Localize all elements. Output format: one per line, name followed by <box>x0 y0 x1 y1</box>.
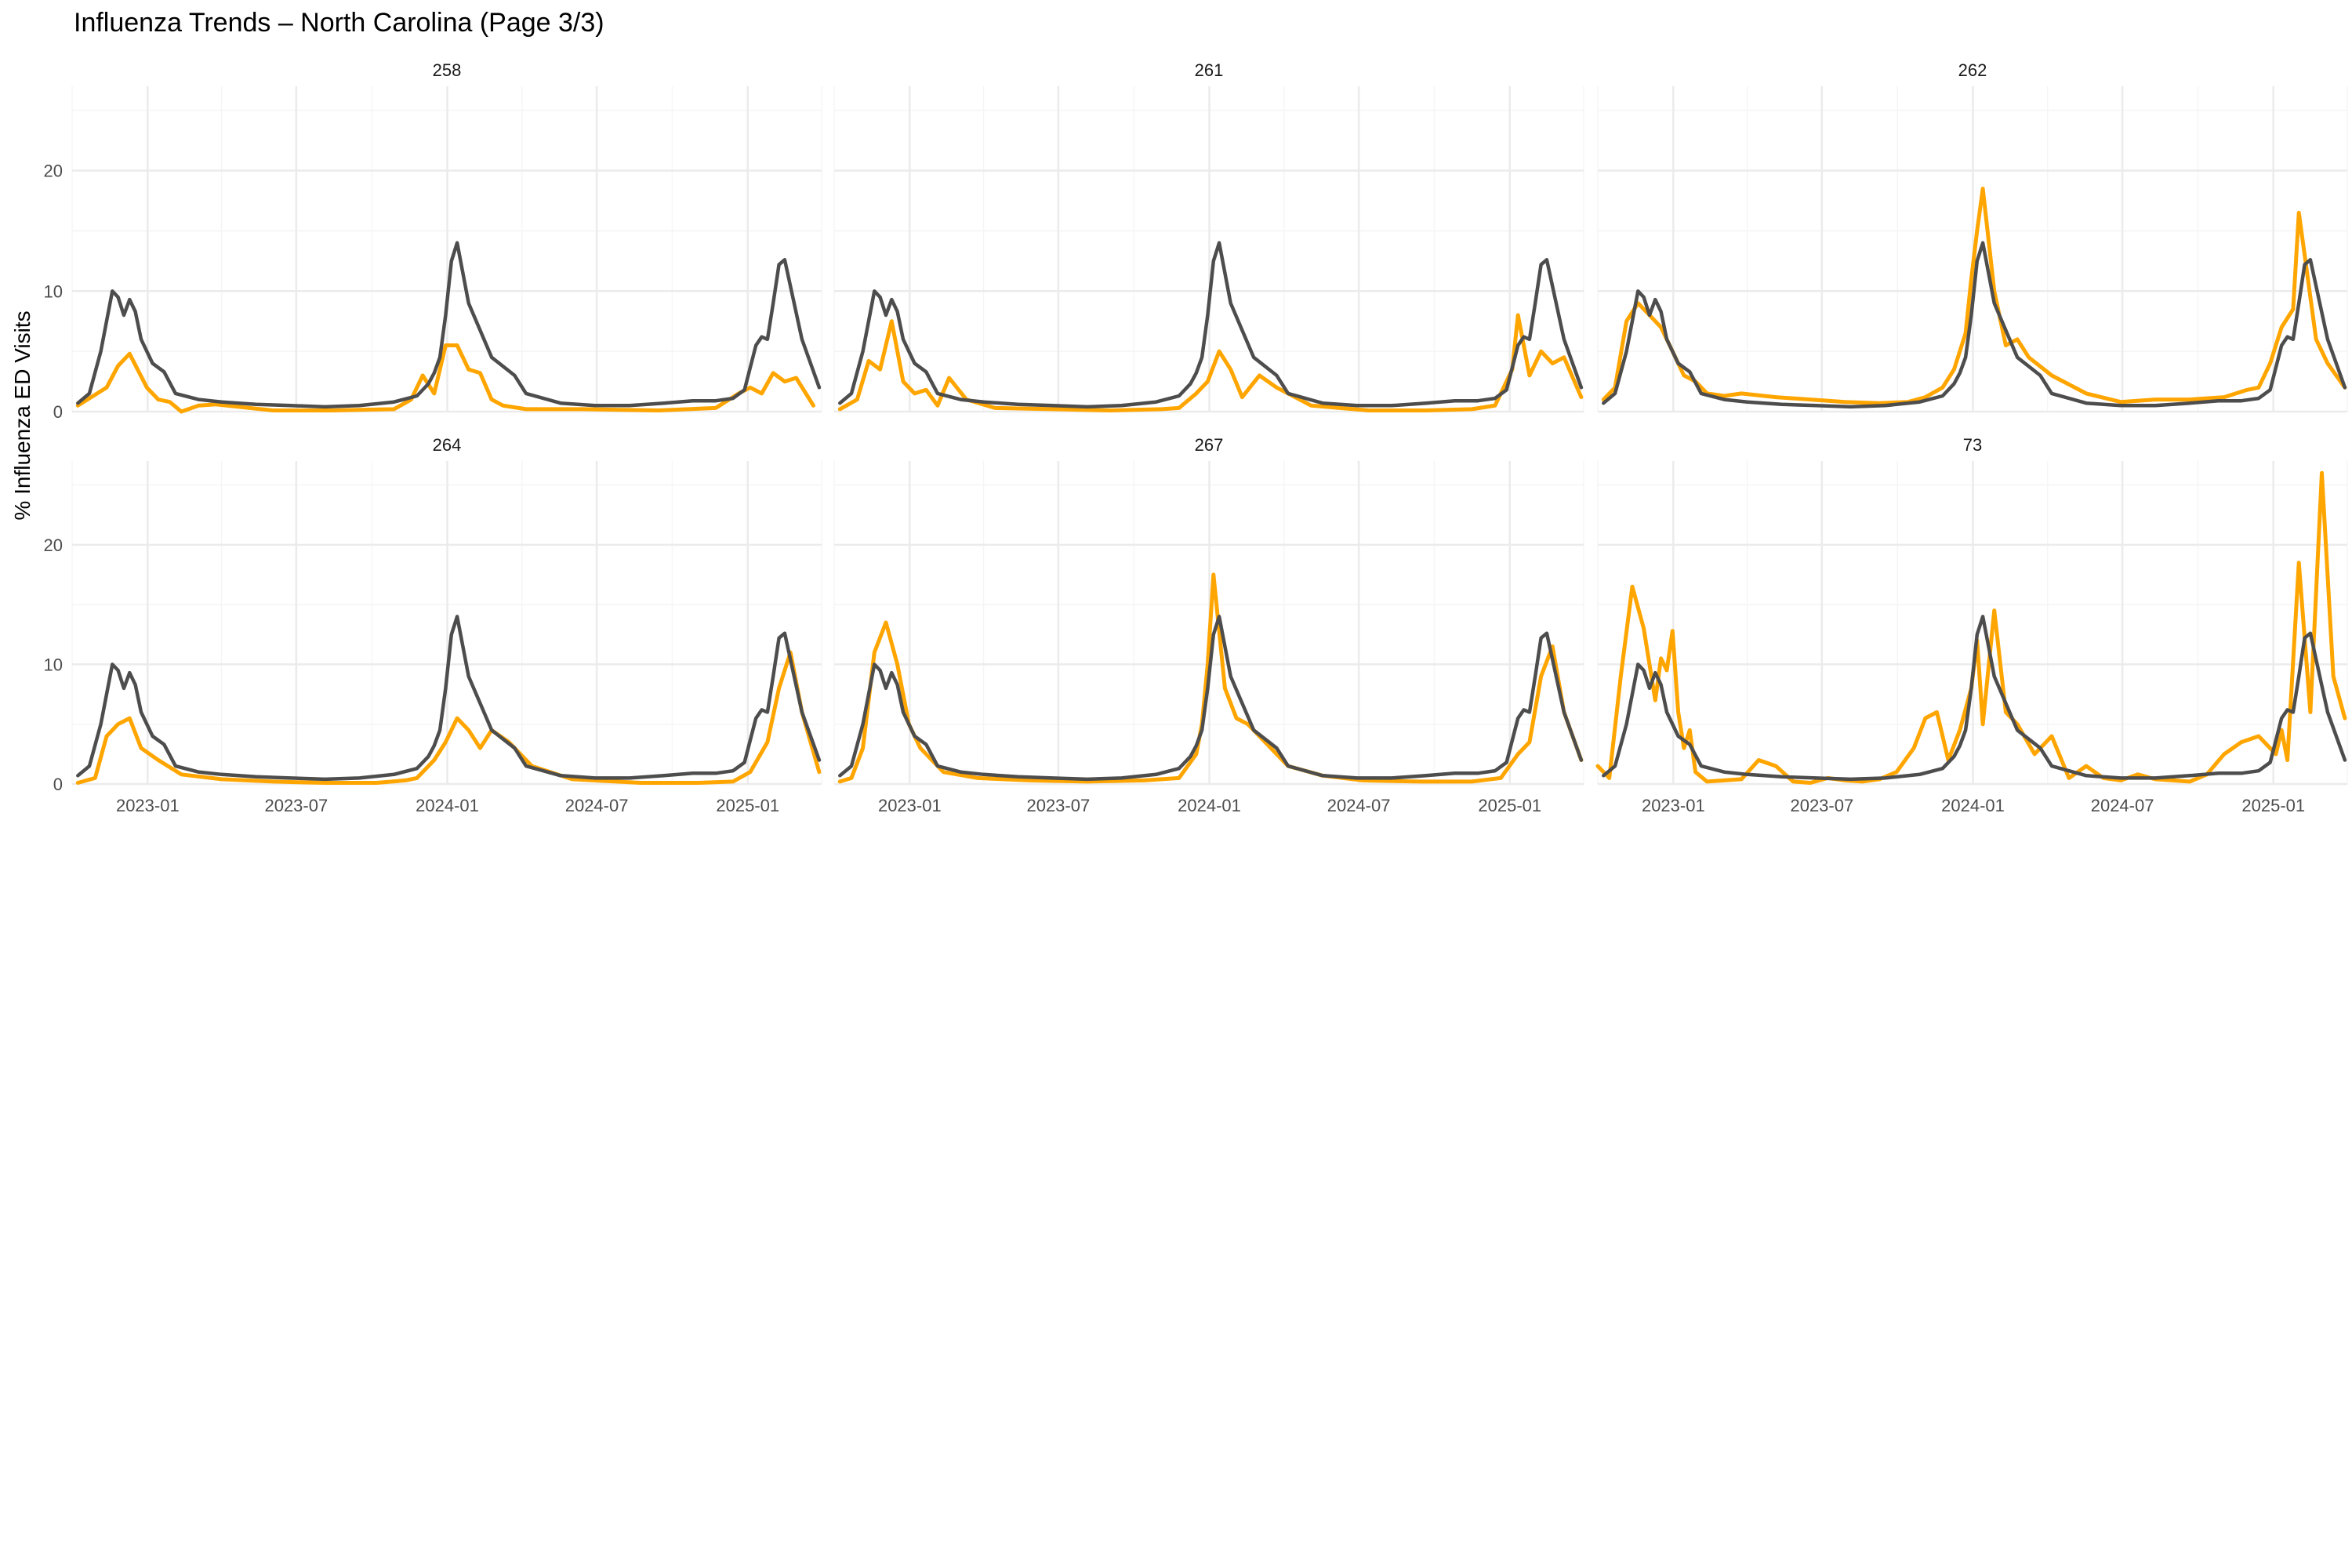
x-tick-label: 2025-01 <box>2241 796 2305 815</box>
facet-label: 262 <box>1958 60 1987 80</box>
x-tick-label: 2023-01 <box>116 796 180 815</box>
y-tick-label: 10 <box>44 281 63 301</box>
x-tick-label: 2023-07 <box>1790 796 1853 815</box>
x-tick-label: 2024-07 <box>565 796 629 815</box>
x-tick-label: 2025-01 <box>716 796 779 815</box>
series-line-state <box>76 615 822 782</box>
x-tick-label: 2024-01 <box>1178 796 1241 815</box>
series-line-local <box>837 313 1584 412</box>
series-line-state <box>1602 241 2347 409</box>
facet-panel-261: 261 <box>833 60 1584 413</box>
series-line-local <box>837 572 1584 784</box>
x-tick-label: 2023-01 <box>878 796 942 815</box>
x-tick-label: 2024-01 <box>1941 796 2005 815</box>
y-axis-label: % Influenza ED Visits <box>10 310 34 520</box>
facet-panel-264: 264 0 10 20 2023-01 2023-07 2024-01 2024-07 2025… <box>44 435 822 815</box>
facet-panel-73: 73 2023-01 2023-07 2024-01 2024-07 2025-01 <box>1595 435 2348 815</box>
facet-panel-267: 267 2023-01 2023-07 2024-01 2024-07 2025-01 <box>833 435 1584 815</box>
x-tick-label: 2024-07 <box>2091 796 2154 815</box>
page-title: Influenza Trends – North Carolina (Page … <box>74 8 604 38</box>
x-tick-label: 2024-01 <box>416 796 479 815</box>
facet-label: 73 <box>1963 435 1982 455</box>
facet-label: 264 <box>433 435 462 455</box>
x-tick-label: 2025-01 <box>1478 796 1541 815</box>
series-line-local <box>1595 470 2347 785</box>
facet-panel-262: 262 <box>1597 60 2348 413</box>
y-tick-label: 20 <box>44 535 63 555</box>
x-tick-label: 2023-07 <box>264 796 328 815</box>
series-line-state <box>838 241 1584 409</box>
facet-grid: 258 0 10 20 261 262 264 0 10 20 2023-01 2023-07 2024… <box>44 60 2348 815</box>
y-tick-label: 10 <box>44 655 63 674</box>
x-tick-label: 2024-07 <box>1327 796 1391 815</box>
y-tick-label: 20 <box>44 162 63 181</box>
facet-label: 258 <box>433 60 462 80</box>
y-tick-label: 0 <box>53 775 63 794</box>
facet-label: 267 <box>1195 435 1224 455</box>
series-line-local <box>75 650 822 785</box>
facet-panel-258: 258 0 10 20 <box>44 60 822 422</box>
series-line-local <box>1601 187 2347 405</box>
series-line-state <box>76 241 822 409</box>
x-tick-label: 2023-07 <box>1026 796 1090 815</box>
series-line-state <box>1602 615 2347 782</box>
x-tick-label: 2023-01 <box>1642 796 1705 815</box>
series-line-state <box>838 615 1584 782</box>
y-tick-label: 0 <box>53 402 63 422</box>
facet-label: 261 <box>1195 60 1224 80</box>
